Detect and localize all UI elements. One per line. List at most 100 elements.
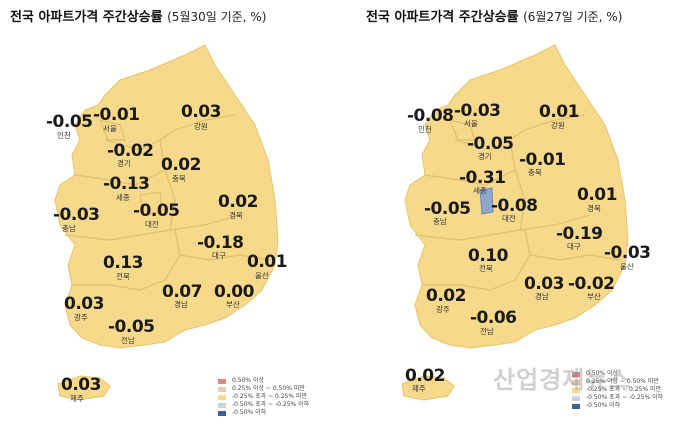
region-value-gyeongnam: 0.07	[162, 282, 202, 302]
region-name-jeonbuk: 전북	[116, 272, 130, 281]
korea-map	[54, 44, 279, 401]
region-name-sejong: 세종	[473, 186, 487, 195]
region-name-jeonnam: 전남	[121, 336, 135, 345]
region-value-jeonnam: -0.05	[108, 317, 155, 337]
region-name-chungbuk: 충북	[528, 168, 542, 177]
legend-label: -0.50% 초과 ~ -0.25% 이하	[232, 401, 310, 408]
region-value-gwangju: 0.03	[64, 294, 104, 314]
legend-label: -0.50% 이하	[586, 402, 621, 409]
legend-swatch	[572, 387, 580, 393]
region-value-gangwon: 0.01	[539, 102, 579, 122]
region-value-daegu: -0.19	[556, 224, 603, 244]
map-title: 전국 아파트가격 주간상승률 (5월30일 기준, %)	[10, 6, 266, 25]
region-value-gyeonggi: -0.02	[107, 141, 154, 161]
legend-label: -0.25% 초과 ~ 0.25% 미만	[232, 393, 308, 400]
region-value-daegu: -0.18	[197, 233, 244, 253]
region-name-daegu: 대구	[567, 242, 581, 251]
sejong-highlight	[479, 187, 494, 215]
title-main: 전국 아파트가격 주간상승률	[366, 10, 519, 25]
region-value-seoul: -0.03	[454, 101, 501, 121]
region-value-chungbuk: 0.02	[161, 155, 201, 175]
region-name-sejong: 세종	[116, 193, 130, 202]
region-value-gangwon: 0.03	[181, 102, 221, 122]
region-value-incheon: -0.05	[46, 112, 93, 132]
title-date: (5월30일 기준, %)	[167, 10, 267, 24]
region-value-gyeonggi: -0.05	[467, 134, 514, 154]
region-value-sejong: -0.31	[459, 168, 506, 188]
region-value-daejeon: -0.05	[133, 201, 180, 221]
region-value-gyeongnam: 0.03	[524, 274, 564, 294]
region-name-ulsan: 울산	[620, 262, 634, 271]
map-legend: 0.50% 이상 0.25% 이상 ~ 0.50% 미만 -0.25% 초과 ~…	[218, 377, 309, 417]
region-name-jeju: 제주	[412, 384, 426, 393]
region-name-gyeonggi: 경기	[117, 159, 131, 168]
legend-label: -0.50% 이하	[232, 409, 267, 416]
region-name-gyeongbuk: 경북	[229, 211, 243, 220]
region-name-gwangju: 광주	[74, 313, 88, 322]
region-value-seoul: -0.01	[93, 105, 140, 125]
legend-label: 0.50% 이상	[232, 377, 265, 384]
region-value-jeonbuk: 0.10	[468, 246, 508, 266]
region-name-incheon: 인천	[418, 125, 432, 134]
region-value-incheon: -0.08	[407, 106, 454, 126]
region-name-daejeon: 대전	[145, 220, 159, 229]
region-name-incheon: 인천	[57, 131, 71, 140]
legend-swatch	[218, 378, 226, 384]
legend-swatch	[572, 371, 580, 377]
region-value-chungbuk: -0.01	[519, 150, 566, 170]
korea-map	[401, 44, 629, 401]
map-title: 전국 아파트가격 주간상승률 (6월27일 기준, %)	[366, 6, 622, 25]
legend-swatch	[572, 403, 580, 409]
legend-label: 0.50% 이상	[586, 370, 619, 377]
legend-label: 0.25% 이상 ~ 0.50% 미만	[586, 378, 659, 385]
region-name-chungbuk: 충북	[172, 174, 186, 183]
region-value-gyeongbuk: 0.02	[218, 192, 258, 212]
region-name-gyeongnam: 경남	[535, 292, 549, 301]
region-name-gangwon: 강원	[551, 121, 565, 130]
region-name-gyeongnam: 경남	[174, 300, 188, 309]
legend-swatch	[218, 386, 226, 392]
region-value-jeju: 0.03	[61, 375, 101, 395]
watermark: 산업경제뉴스	[493, 366, 632, 394]
map-legend: 0.50% 이상 0.25% 이상 ~ 0.50% 미만 -0.25% 초과 ~…	[572, 370, 663, 410]
region-name-busan: 부산	[226, 300, 240, 309]
region-name-gangwon: 강원	[194, 122, 208, 131]
region-name-daegu: 대구	[212, 251, 226, 260]
legend-swatch	[218, 402, 226, 408]
legend-swatch	[572, 379, 580, 385]
region-name-seoul: 서울	[103, 124, 117, 133]
region-name-chungnam: 충남	[62, 224, 76, 233]
region-name-daejeon: 대전	[502, 214, 516, 223]
region-name-gyeongbuk: 경북	[587, 204, 601, 213]
title-main: 전국 아파트가격 주간상승률	[10, 10, 163, 25]
region-value-gyeongbuk: 0.01	[577, 185, 617, 205]
region-value-ulsan: -0.03	[604, 243, 651, 263]
region-value-sejong: -0.13	[103, 174, 150, 194]
region-name-jeju: 제주	[70, 394, 84, 403]
region-value-jeonbuk: 0.13	[103, 253, 143, 273]
legend-label: -0.50% 초과 ~ -0.25% 이하	[586, 394, 664, 401]
region-name-seoul: 서울	[464, 119, 478, 128]
map-panel-may30: 전국 아파트가격 주간상승률 (5월30일 기준, %) -0.05 인천 -0…	[10, 6, 309, 417]
region-value-chungnam: -0.05	[424, 199, 471, 219]
region-value-chungnam: -0.03	[53, 205, 100, 225]
legend-swatch	[218, 410, 226, 416]
legend-label: 0.25% 이상 ~ 0.50% 미만	[232, 385, 305, 392]
region-value-jeonnam: -0.06	[470, 308, 517, 328]
region-value-busan: -0.02	[568, 274, 615, 294]
region-value-ulsan: 0.01	[247, 252, 287, 272]
region-value-jeju: 0.02	[405, 366, 445, 386]
region-value-busan: 0.00	[214, 282, 254, 302]
region-name-ulsan: 울산	[255, 271, 269, 280]
region-value-gwangju: 0.02	[426, 286, 466, 306]
title-date: (6월27일 기준, %)	[523, 10, 623, 24]
region-name-jeonnam: 전남	[480, 327, 494, 336]
region-name-jeonbuk: 전북	[479, 264, 493, 273]
region-name-busan: 부산	[587, 292, 601, 301]
legend-label: -0.25% 초과 ~ 0.25% 미만	[586, 386, 662, 393]
region-name-chungnam: 충남	[433, 217, 447, 226]
region-name-gyeonggi: 경기	[478, 152, 492, 161]
legend-swatch	[572, 395, 580, 401]
region-name-gwangju: 광주	[436, 305, 450, 314]
region-value-daejeon: -0.08	[491, 196, 538, 216]
